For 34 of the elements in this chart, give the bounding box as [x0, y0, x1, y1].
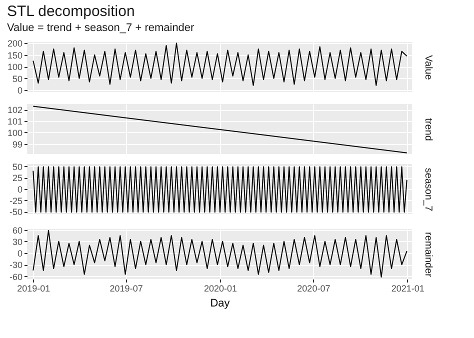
line-series	[32, 166, 408, 213]
y-tick-label: 0	[17, 86, 22, 96]
y-tick-label: -60	[9, 272, 22, 282]
y-tick-label: 200	[7, 38, 22, 49]
x-tick-label: 2020-07	[297, 284, 330, 294]
y-axis-title: trend	[422, 118, 434, 141]
x-axis-title: Day	[210, 298, 230, 310]
y-tick-label: 102	[7, 105, 22, 116]
x-tick-label: 2019-07	[110, 284, 143, 294]
y-axis-title: Value	[422, 55, 434, 80]
y-tick-label: -50	[9, 207, 22, 218]
y-axis-title: season_7	[422, 168, 434, 212]
y-tick-label: 101	[7, 116, 22, 127]
y-tick-label: 50	[12, 74, 22, 84]
y-tick-label: 99	[12, 139, 22, 150]
x-tick-label: 2020-01	[204, 284, 238, 294]
y-tick-label: 30	[12, 236, 22, 247]
y-tick-label: -30	[9, 260, 22, 270]
y-tick-label: 100	[7, 62, 22, 72]
line-series	[32, 230, 408, 278]
y-tick-label: 150	[7, 50, 22, 60]
y-tick-label: 60	[12, 225, 22, 236]
y-tick-label: 0	[17, 248, 22, 259]
y-tick-label: 50	[12, 162, 22, 172]
x-tick-label: 2021-01	[391, 284, 424, 294]
y-tick-label: 25	[12, 173, 22, 184]
y-tick-label: -25	[9, 196, 22, 206]
y-tick-label: 100	[7, 128, 22, 138]
x-tick-label: 2019-01	[17, 284, 50, 294]
y-tick-label: 0	[17, 184, 22, 194]
y-axis-title: remainder	[422, 232, 434, 278]
line-series	[32, 42, 408, 86]
chart-title: STL decomposition	[6, 3, 135, 20]
chart-subtitle: Value = trend + season_7 + remainder	[6, 22, 195, 34]
